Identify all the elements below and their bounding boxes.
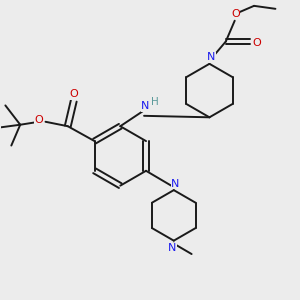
Text: N: N — [141, 101, 150, 111]
Text: O: O — [231, 9, 240, 19]
Text: N: N — [171, 178, 179, 189]
Text: N: N — [207, 52, 215, 62]
Text: O: O — [252, 38, 261, 48]
Text: H: H — [151, 98, 159, 107]
Text: O: O — [69, 89, 78, 99]
Text: O: O — [34, 115, 43, 125]
Text: N: N — [168, 243, 176, 253]
